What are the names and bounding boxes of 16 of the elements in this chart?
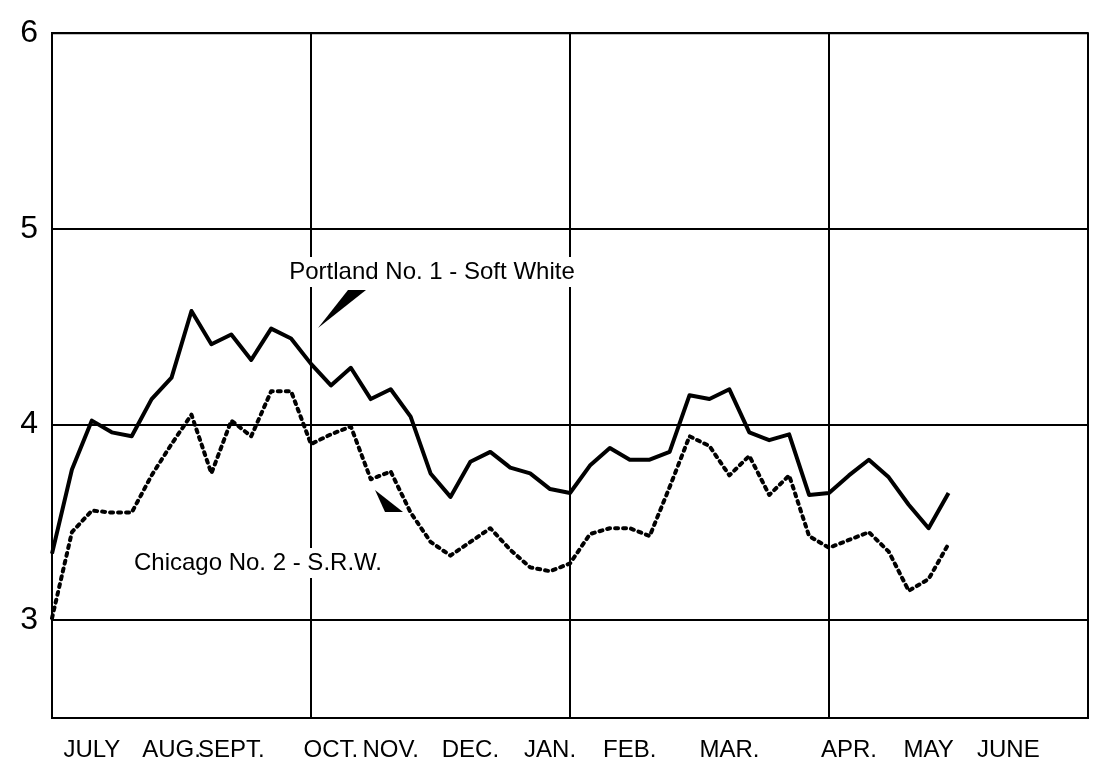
text: Portland No. 1 - Soft White bbox=[289, 256, 575, 284]
x-tick-label: JULY bbox=[63, 735, 121, 763]
x-tick-label: JAN. bbox=[524, 735, 577, 763]
x-tick-label: DEC. bbox=[441, 735, 500, 763]
x-tick-label: OCT. bbox=[303, 735, 359, 763]
x-tick-label: JUNE bbox=[976, 735, 1040, 763]
y-tick-label: 3 bbox=[20, 600, 38, 636]
y-tick-label: 5 bbox=[20, 208, 38, 245]
x-tick-label: NOV. bbox=[362, 735, 419, 763]
x-tick-label: APR. bbox=[820, 735, 877, 763]
x-tick-label: FEB. bbox=[603, 735, 657, 763]
x-tick-label: MAY bbox=[903, 735, 954, 763]
y-tick-label: 6 bbox=[20, 13, 38, 50]
series-label: Chicago No. 2 - S.R.W. bbox=[133, 547, 383, 575]
x-tick-label: MAR. bbox=[699, 735, 760, 763]
y-tick-label: 4 bbox=[20, 404, 38, 441]
